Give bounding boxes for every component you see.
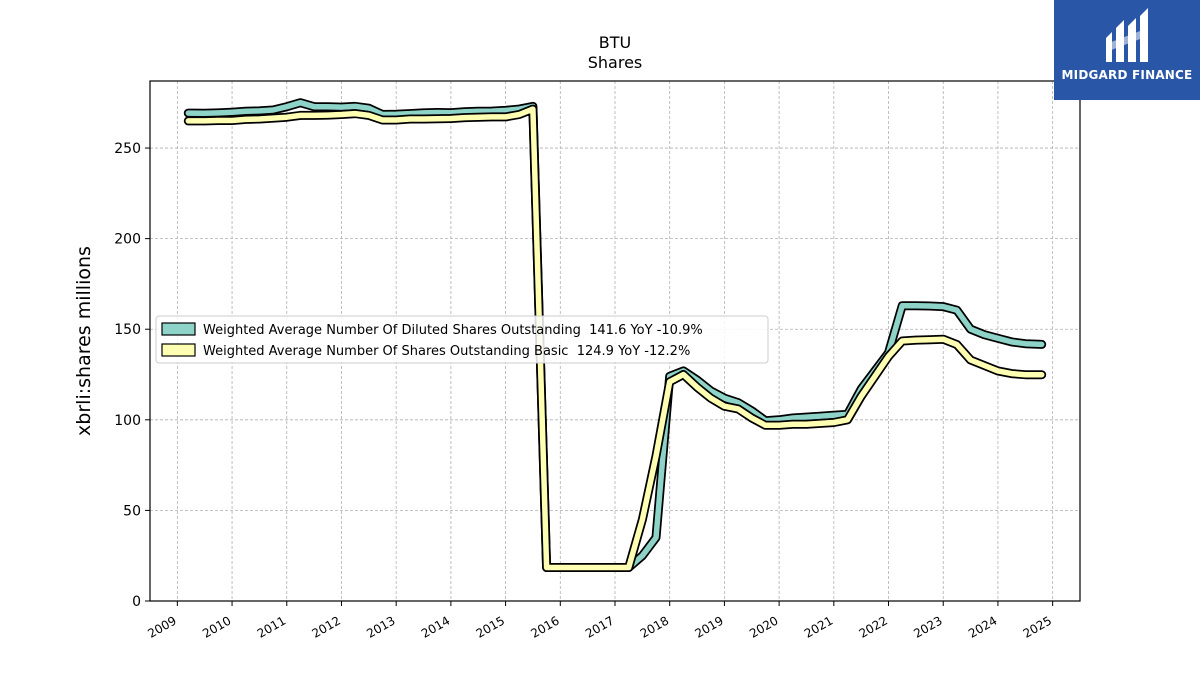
x-tick-label: 2013: [364, 613, 397, 640]
x-tick-label: 2016: [528, 613, 561, 640]
x-tick-label: 2021: [802, 613, 835, 640]
legend-label-basic: Weighted Average Number Of Shares Outsta…: [203, 344, 690, 359]
y-tick-label: 50: [123, 503, 141, 519]
logo-mark-icon: [1106, 8, 1148, 62]
x-axis: 2009 2010 2011 2012 2013 2014 2015 2016 2017 2018…: [145, 601, 1054, 641]
series-1-line: [185, 106, 1045, 571]
y-tick-label: 0: [132, 594, 141, 610]
y-tick-label: 200: [114, 232, 141, 248]
legend-label-diluted: Weighted Average Number Of Diluted Share…: [203, 323, 703, 338]
x-tick-label: 2024: [966, 613, 999, 640]
legend-swatch-basic: [161, 343, 196, 357]
x-tick-label: 2012: [310, 613, 343, 640]
x-tick-label: 2009: [145, 613, 178, 640]
x-tick-label: 2011: [255, 613, 288, 640]
y-axis-label: xbrli:shares millions: [73, 246, 95, 436]
x-tick-label: 2010: [200, 613, 233, 640]
y-tick-label: 100: [114, 413, 141, 429]
midgard-finance-logo: MIDGARD FINANCE: [1054, 0, 1200, 100]
x-tick-label: 2018: [638, 613, 671, 640]
series-layer: [183, 98, 1047, 572]
legend-swatch-diluted: [161, 322, 196, 336]
x-tick-label: 2023: [911, 613, 944, 640]
x-tick-label: 2020: [747, 613, 780, 640]
x-tick-label: 2014: [419, 613, 452, 640]
logo-text: MIDGARD FINANCE: [1061, 68, 1193, 82]
legend-frame: [155, 315, 769, 364]
y-tick-label: 150: [114, 322, 141, 338]
x-tick-label: 2025: [1021, 613, 1054, 640]
x-tick-label: 2017: [583, 613, 616, 640]
x-tick-label: 2015: [474, 613, 507, 640]
legend: Weighted Average Number Of Diluted Share…: [155, 315, 769, 364]
y-axis: 0 50 100 150 200 250: [114, 141, 150, 610]
x-tick-label: 2019: [692, 613, 725, 640]
y-tick-label: 250: [114, 141, 141, 157]
chart-subtitle: Shares: [588, 53, 643, 72]
x-tick-label: 2022: [857, 613, 890, 640]
chart-title: BTU: [599, 33, 631, 52]
